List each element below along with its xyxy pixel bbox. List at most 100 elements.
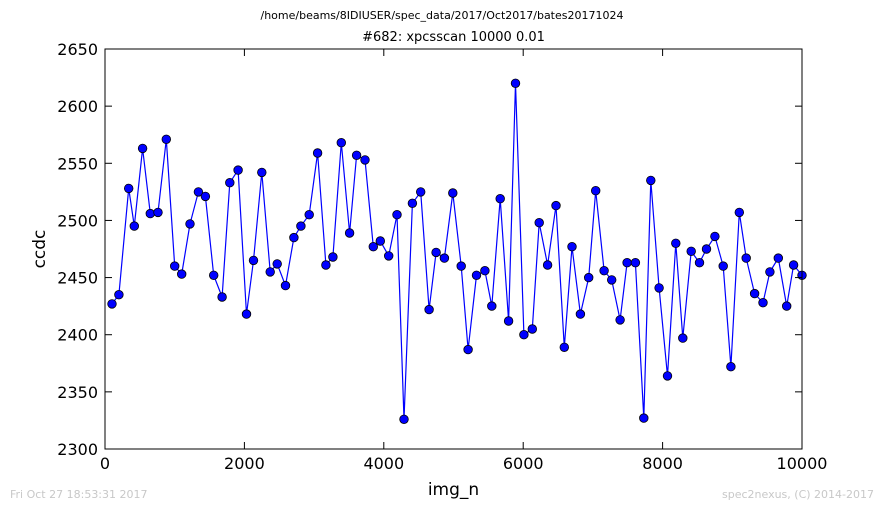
data-point [726, 362, 736, 372]
series-line [111, 83, 803, 420]
data-point [114, 290, 124, 300]
x-tick-label: 0 [100, 454, 110, 473]
data-point [407, 198, 418, 209]
data-point [654, 283, 664, 293]
plot-title: #682: xpcsscan 10000 0.01 [362, 30, 545, 45]
data-point [304, 209, 314, 220]
data-point [741, 253, 751, 263]
data-point [607, 275, 617, 285]
data-point [782, 301, 792, 311]
data-point [399, 414, 409, 425]
data-point [534, 217, 544, 228]
footer-timestamp: Fri Oct 27 18:53:31 2017 [10, 488, 148, 501]
data-point [694, 258, 705, 268]
x-tick-label: 2000 [224, 454, 265, 473]
data-point [123, 183, 134, 194]
tick-layer: 0 2000 4000 6000 8000 10000 2300 2350 2400 2450 25… [57, 40, 827, 473]
x-tick-label: 6000 [503, 454, 544, 473]
y-tick-label: 2350 [57, 383, 98, 402]
data-point [248, 255, 259, 266]
x-tick-label: 8000 [642, 454, 683, 473]
x-axis-label: img_n [428, 480, 479, 500]
footer-credit: spec2nexus, (C) 2014-2017 [722, 488, 874, 501]
data-point [646, 175, 656, 186]
y-tick-label: 2500 [57, 211, 98, 230]
data-point [773, 253, 784, 263]
data-point [233, 165, 243, 175]
data-point [686, 246, 696, 257]
data-point [217, 292, 227, 302]
data-point [671, 238, 681, 249]
data-point [153, 207, 163, 218]
data-point [241, 309, 252, 319]
x-tick-label: 4000 [363, 454, 404, 473]
data-point [542, 260, 553, 270]
y-tick-label: 2400 [57, 326, 98, 345]
plot-area [105, 49, 802, 449]
data-point [145, 208, 156, 219]
data-point [551, 200, 561, 211]
data-point [351, 150, 362, 161]
data-point [265, 267, 275, 277]
data-point [257, 167, 267, 178]
data-point [615, 315, 625, 325]
data-point [129, 221, 140, 231]
data-point [200, 191, 211, 202]
data-point [280, 280, 291, 291]
data-point [510, 78, 521, 89]
data-point [312, 148, 323, 158]
data-point [567, 241, 577, 252]
data-point [424, 304, 434, 315]
data-point [471, 270, 482, 281]
y-tick-label: 2650 [57, 40, 98, 59]
data-point [225, 177, 235, 188]
y-tick-label: 2600 [57, 97, 98, 116]
data-point [630, 258, 641, 268]
data-point [788, 260, 799, 270]
y-tick-label: 2300 [57, 440, 98, 459]
data-point [208, 270, 219, 281]
data-point [591, 185, 601, 196]
data-point [599, 266, 609, 276]
data-point [480, 266, 490, 276]
data-point [639, 413, 649, 423]
source-path: /home/beams/8IDIUSER/spec_data/2017/Oct2… [260, 9, 624, 22]
data-point [368, 241, 379, 252]
data-point [749, 288, 760, 299]
x-tick-label: 10000 [777, 454, 828, 473]
data-point [321, 260, 331, 270]
series-layer [107, 78, 807, 425]
data-point [662, 371, 673, 381]
data-point [384, 251, 394, 261]
data-point [487, 301, 497, 311]
data-point [169, 261, 180, 271]
data-point [734, 207, 745, 218]
data-point [559, 342, 570, 353]
data-point [527, 324, 538, 334]
data-point [392, 209, 402, 220]
data-point [710, 231, 720, 242]
data-point [176, 269, 187, 279]
data-point [463, 344, 473, 355]
data-point [272, 259, 282, 269]
data-point [328, 252, 338, 262]
y-axis-label: ccdc [30, 230, 50, 269]
data-point [718, 261, 728, 271]
data-point [701, 244, 712, 254]
data-point [416, 187, 426, 197]
plot-frame [104, 48, 803, 450]
data-point [439, 253, 450, 263]
data-point [375, 236, 386, 246]
data-point [161, 134, 172, 145]
data-point [622, 258, 632, 268]
data-point [289, 232, 299, 243]
data-point [456, 261, 466, 271]
data-point [519, 330, 529, 340]
data-point [575, 309, 586, 319]
data-point [495, 193, 505, 204]
data-point [360, 155, 370, 165]
data-point [193, 187, 204, 197]
data-point [503, 316, 514, 326]
